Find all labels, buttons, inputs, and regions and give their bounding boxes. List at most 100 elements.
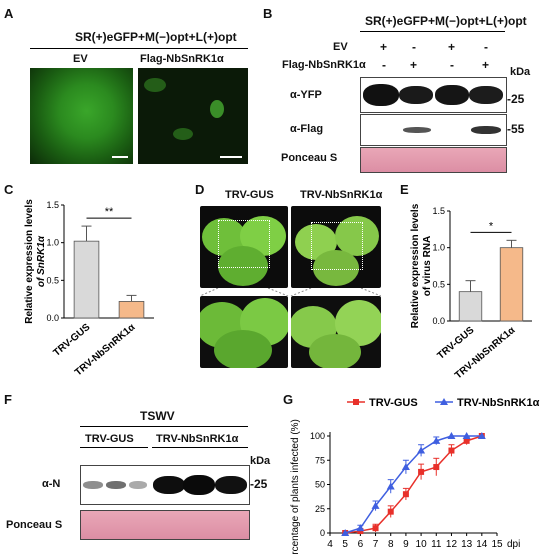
g-series-1-point-8 <box>462 432 471 439</box>
ev-sign-1: + <box>380 40 388 54</box>
g-legend-label-0: TRV-GUS <box>369 397 418 409</box>
g-ytick-label-2: 50 <box>315 480 325 490</box>
g-series-0-point-6 <box>433 464 440 471</box>
panel-b-construct-title: SR(+)eGFP+M(−)opt+L(+)opt <box>365 14 527 28</box>
flag-band-2 <box>403 127 431 133</box>
g-xtick-label-11: 15 <box>491 539 503 550</box>
flag-sign-3: - <box>450 58 454 72</box>
e-bar-1 <box>499 247 524 322</box>
g-xlabel: dpi <box>507 539 520 550</box>
panel-b-flag-row-label: Flag-NbSnRK1α <box>282 59 366 71</box>
c-ytick-label-3: 1.5 <box>46 200 59 210</box>
panel-a-title-line <box>30 48 248 49</box>
g-series-1-point-2 <box>371 501 380 509</box>
g-series-1-point-9 <box>477 432 486 439</box>
panel-b-title-line <box>360 31 505 32</box>
g-xtick-label-9: 13 <box>461 539 473 550</box>
plant-photo-gus-top <box>200 206 288 288</box>
g-xtick-label-6: 10 <box>416 539 428 550</box>
yfp-band-2 <box>399 86 433 104</box>
flag-sign-1: - <box>382 58 386 72</box>
g-xtick-label-8: 12 <box>446 539 458 550</box>
g-legend-marker-1 <box>440 398 448 405</box>
c-bar-1 <box>118 301 145 319</box>
e-ylabel: Relative expression levelsof virus RNA <box>410 203 433 328</box>
plant-photo-gus-zoom <box>200 296 288 368</box>
yfp-mw-marker: -25 <box>507 92 525 106</box>
yfp-antibody-label: α-YFP <box>290 89 322 101</box>
g-series-0-line <box>345 435 483 534</box>
panel-label-e: E <box>400 182 409 197</box>
g-series-0-point-5 <box>418 468 425 475</box>
c-ylabel: Relative expression levelsof SnRK1α <box>24 199 47 324</box>
panel-b-ponceau-label: Ponceau S <box>281 152 338 164</box>
n-mw-marker: -25 <box>250 477 268 491</box>
panel-label-g: G <box>283 392 294 407</box>
g-ylabel: percentage of plants infected (%) <box>290 419 301 554</box>
g-legend-marker-0 <box>353 399 359 405</box>
ev-sign-3: + <box>448 40 456 54</box>
g-series-0-point-8 <box>463 437 470 444</box>
e-xlabel-0: TRV-GUS <box>435 325 476 362</box>
c-ytick-label-0: 0.0 <box>46 313 59 323</box>
e-ytick-label-2: 1.0 <box>432 243 445 253</box>
chart-g: 0 25 50 75 100 4 5 6 7 8 9 10 11 12 13 14 15 dpi percentag… <box>290 397 540 554</box>
panel-d-label-snrk: TRV-NbSnRK1α <box>300 189 383 201</box>
flag-band-4 <box>471 126 501 134</box>
panel-d-label-gus: TRV-GUS <box>225 189 274 201</box>
flag-sign-4: + <box>482 58 490 72</box>
g-series-1-point-0 <box>341 529 350 536</box>
flag-antibody-label: α-Flag <box>290 123 324 135</box>
g-ytick-label-4: 100 <box>310 431 325 441</box>
panel-f-label-gus: TRV-GUS <box>85 433 134 445</box>
panel-f-tswv-title: TSWV <box>140 409 175 423</box>
g-xtick-label-10: 14 <box>476 539 488 550</box>
ev-sign-4: - <box>484 40 488 54</box>
panel-a-construct-title: SR(+)eGFP+M(−)opt+L(+)opt <box>75 30 237 44</box>
e-ytick-label-1: 0.5 <box>432 279 445 289</box>
panel-b-kda-label: kDa <box>510 66 531 78</box>
g-xtick-label-0: 4 <box>327 539 333 550</box>
g-xtick-label-2: 6 <box>358 539 364 550</box>
scale-bar-ev <box>112 156 128 158</box>
c-ytick-label-2: 1.0 <box>46 238 59 248</box>
c-xlabel-0: TRV-GUS <box>51 322 92 359</box>
plant-photo-snrk-top <box>291 206 381 288</box>
e-bar-0 <box>458 291 483 322</box>
g-xtick-label-4: 8 <box>388 539 394 550</box>
g-xtick-label-3: 7 <box>373 539 379 550</box>
c-ytick-label-1: 0.5 <box>46 275 59 285</box>
scale-bar-flag <box>220 156 242 158</box>
blot-n <box>80 465 250 505</box>
panel-label-b: B <box>263 6 273 21</box>
panel-f-title-line <box>80 426 248 427</box>
panel-f-snrk-line <box>152 447 248 448</box>
panel-b-ev-row-label: EV <box>333 41 348 53</box>
g-ytick-label-3: 75 <box>315 455 325 465</box>
panel-label-d: D <box>195 182 205 197</box>
c-bar-0 <box>73 240 100 319</box>
g-series-1-point-5 <box>417 446 426 454</box>
panel-f-ponceau-label: Ponceau S <box>6 519 63 531</box>
panel-label-a: A <box>4 6 14 21</box>
panel-f-kda-label: kDa <box>250 455 271 467</box>
yfp-band-1 <box>363 84 399 106</box>
g-series-1-point-1 <box>356 524 365 532</box>
g-xtick-label-7: 11 <box>431 539 442 550</box>
panel-a-flag-label: Flag-NbSnRK1α <box>140 53 224 65</box>
e-ytick-label-0: 0.0 <box>432 316 445 326</box>
c-sig-stars: ** <box>105 206 114 218</box>
g-xtick-label-5: 9 <box>403 539 409 550</box>
g-series-0-point-3 <box>387 508 394 515</box>
yfp-band-4 <box>469 86 503 104</box>
g-series-0-point-4 <box>402 491 409 498</box>
n-antibody-label: α-N <box>42 478 61 490</box>
g-series-1-point-7 <box>447 432 456 439</box>
g-ytick-label-0: 0 <box>320 528 325 538</box>
panel-label-f: F <box>4 392 12 407</box>
flag-mw-marker: -55 <box>507 122 525 136</box>
g-series-1-point-4 <box>401 463 410 471</box>
g-series-0-point-2 <box>372 525 379 532</box>
zoom-lines <box>200 288 381 296</box>
